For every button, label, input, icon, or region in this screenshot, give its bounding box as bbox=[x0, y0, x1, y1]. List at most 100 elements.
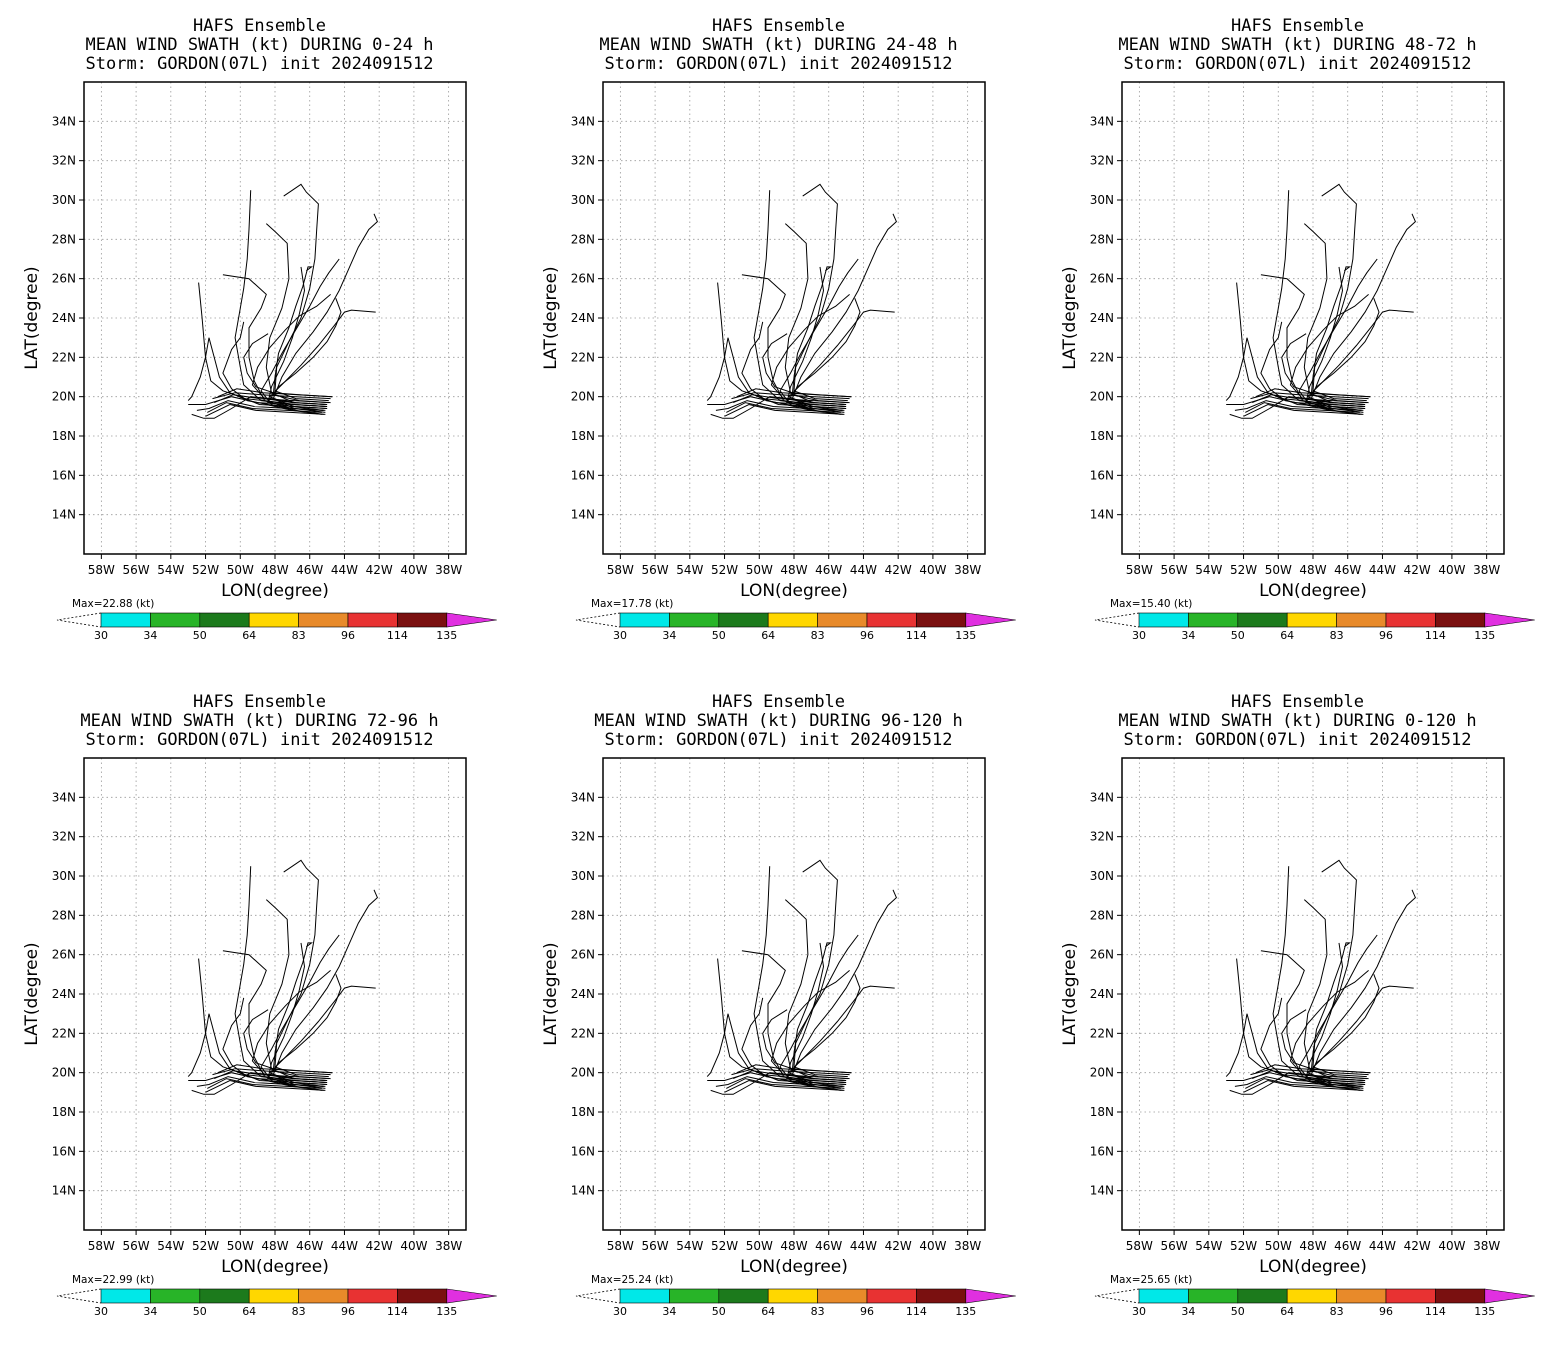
y-tick-label: 30N bbox=[571, 869, 595, 883]
y-tick-label: 28N bbox=[52, 232, 76, 246]
x-tick-label: 50W bbox=[227, 1239, 254, 1253]
x-tick-label: 48W bbox=[1299, 1239, 1326, 1253]
x-tick-label: 48W bbox=[780, 1239, 807, 1253]
colorbar-segment bbox=[199, 612, 250, 628]
y-tick-label: 22N bbox=[1090, 350, 1114, 364]
y-tick-label: 18N bbox=[571, 1105, 595, 1119]
colorbar-segment bbox=[298, 1288, 349, 1304]
track-line bbox=[187, 1013, 328, 1083]
x-tick-label: 38W bbox=[954, 563, 981, 577]
y-tick-label: 18N bbox=[52, 1105, 76, 1119]
y-tick-label: 32N bbox=[571, 830, 595, 844]
colorbar: 30 34 50 64 83 96 114 135 Max=22.88 (kt) bbox=[56, 598, 497, 642]
x-tick-label: 54W bbox=[1195, 1239, 1222, 1253]
chart-title-line-2: MEAN WIND SWATH (kt) DURING 96-120 h bbox=[594, 711, 963, 731]
track-line bbox=[741, 997, 845, 1087]
chart-title-line-3: Storm: GORDON(07L) init 2024091512 bbox=[85, 730, 434, 750]
colorbar-segment bbox=[866, 1288, 917, 1304]
y-tick-label: 16N bbox=[571, 1144, 595, 1158]
track-line bbox=[1303, 298, 1380, 415]
y-tick-label: 24N bbox=[1090, 987, 1114, 1001]
track-line bbox=[762, 333, 852, 398]
y-tick-label: 14N bbox=[52, 508, 76, 522]
max-value-label: Max=22.99 (kt) bbox=[72, 1274, 154, 1286]
track-line bbox=[706, 1013, 847, 1083]
colorbar-segment bbox=[1286, 1288, 1337, 1304]
colorbar-level-label: 34 bbox=[662, 629, 676, 642]
chart-panel: HAFS Ensemble MEAN WIND SWATH (kt) DURING… bbox=[0, 0, 519, 676]
colorbar-level-label: 135 bbox=[436, 629, 457, 642]
x-tick-label: 42W bbox=[885, 563, 912, 577]
colorbar-segment bbox=[1435, 612, 1486, 628]
track-line bbox=[1305, 942, 1362, 1087]
colorbar-level-label: 96 bbox=[860, 629, 874, 642]
colorbar-under-triangle bbox=[56, 1288, 102, 1304]
track-line bbox=[1243, 1079, 1364, 1093]
y-tick-label: 22N bbox=[52, 1026, 76, 1040]
track-line bbox=[1225, 1013, 1366, 1083]
track-line bbox=[243, 333, 333, 398]
colorbar-segment bbox=[1138, 612, 1189, 628]
colorbar-level-label: 34 bbox=[662, 1305, 676, 1318]
y-tick-label: 22N bbox=[571, 350, 595, 364]
track-line bbox=[1281, 333, 1371, 398]
x-tick-label: 52W bbox=[1230, 1239, 1257, 1253]
colorbar-level-label: 83 bbox=[292, 629, 306, 642]
y-tick-label: 20N bbox=[1090, 1066, 1114, 1080]
colorbar-segment bbox=[100, 1288, 151, 1304]
x-tick-label: 54W bbox=[676, 1239, 703, 1253]
track-line bbox=[265, 974, 342, 1091]
grid bbox=[603, 82, 985, 554]
x-tick-label: 56W bbox=[123, 563, 150, 577]
track-line bbox=[786, 266, 843, 411]
colorbar-level-label: 64 bbox=[242, 1305, 256, 1318]
track-line bbox=[784, 223, 847, 405]
track-line bbox=[1272, 190, 1364, 407]
track-line bbox=[222, 997, 326, 1087]
x-tick-label: 56W bbox=[1161, 1239, 1188, 1253]
colorbar-over-triangle bbox=[446, 612, 497, 628]
y-tick-label: 34N bbox=[52, 114, 76, 128]
track-line bbox=[791, 213, 898, 413]
x-tick-label: 46W bbox=[296, 563, 323, 577]
y-axis-title: LAT(degree) bbox=[22, 266, 42, 369]
colorbar-level-label: 34 bbox=[1181, 1305, 1195, 1318]
x-axis-title: LON(degree) bbox=[221, 1257, 329, 1277]
colorbar-segment bbox=[347, 612, 398, 628]
track-line bbox=[251, 970, 331, 1081]
colorbar-under-triangle bbox=[1094, 1288, 1140, 1304]
track-line bbox=[791, 266, 850, 404]
colorbar-segment bbox=[1237, 1288, 1288, 1304]
y-tick-label: 14N bbox=[1090, 1184, 1114, 1198]
colorbar-segment bbox=[718, 612, 769, 628]
x-axis-title: LON(degree) bbox=[221, 581, 329, 601]
chart-title-line-1: HAFS Ensemble bbox=[192, 692, 327, 712]
colorbar-level-label: 83 bbox=[811, 629, 825, 642]
colorbar-level-label: 114 bbox=[906, 629, 927, 642]
colorbar-level-label: 30 bbox=[613, 629, 627, 642]
x-tick-label: 58W bbox=[1126, 1239, 1153, 1253]
x-tick-label: 56W bbox=[123, 1239, 150, 1253]
x-tick-label: 38W bbox=[1473, 563, 1500, 577]
track-line bbox=[791, 942, 850, 1080]
x-tick-label: 50W bbox=[746, 1239, 773, 1253]
colorbar-segment bbox=[1435, 1288, 1486, 1304]
y-axis-title: LAT(degree) bbox=[22, 942, 42, 1045]
x-tick-label: 48W bbox=[261, 1239, 288, 1253]
track-line bbox=[251, 294, 331, 405]
x-tick-label: 50W bbox=[1265, 1239, 1292, 1253]
colorbar-segment bbox=[619, 612, 670, 628]
track-line bbox=[784, 974, 861, 1091]
y-tick-label: 32N bbox=[1090, 830, 1114, 844]
colorbar: 30 34 50 64 83 96 114 135 Max=25.24 (kt) bbox=[575, 1274, 1016, 1318]
chart-title-line-1: HAFS Ensemble bbox=[711, 692, 846, 712]
colorbar-under-triangle bbox=[1094, 612, 1140, 628]
track-line bbox=[1303, 899, 1366, 1081]
colorbar-level-label: 50 bbox=[1231, 1305, 1245, 1318]
colorbar-over-triangle bbox=[965, 612, 1016, 628]
y-tick-label: 30N bbox=[52, 869, 76, 883]
grid bbox=[1122, 758, 1504, 1230]
track-line bbox=[1303, 223, 1366, 405]
y-tick-label: 24N bbox=[52, 987, 76, 1001]
y-tick-label: 20N bbox=[571, 1066, 595, 1080]
